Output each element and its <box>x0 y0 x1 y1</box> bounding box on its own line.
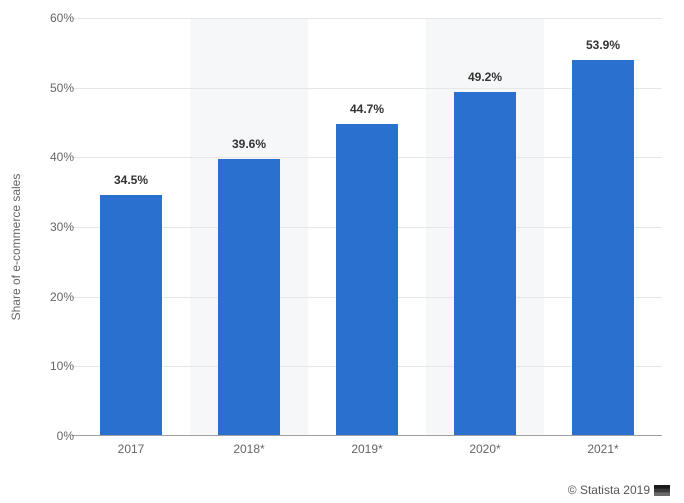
y-tick-label: 10% <box>34 359 74 373</box>
attribution: © Statista 2019 <box>568 483 670 497</box>
flag-icon <box>654 485 670 496</box>
plot-area: 34.5% 39.6% 44.7% 49.2% 53.9% <box>72 18 662 436</box>
bar-value-label: 53.9% <box>586 38 620 52</box>
y-tick-label: 50% <box>34 81 74 95</box>
y-tick-label: 20% <box>34 290 74 304</box>
x-tick-label: 2017 <box>118 442 145 456</box>
bar-value-label: 49.2% <box>468 70 502 84</box>
x-tick-label: 2020* <box>469 442 500 456</box>
x-tick-label: 2021* <box>587 442 618 456</box>
y-axis-title: Share of e-commerce sales <box>9 174 23 321</box>
attribution-text: © Statista 2019 <box>568 483 650 497</box>
bar <box>572 60 633 436</box>
bar-value-label: 34.5% <box>114 173 148 187</box>
bar <box>100 195 161 435</box>
y-tick-label: 40% <box>34 150 74 164</box>
gridline <box>72 18 662 19</box>
bar-value-label: 44.7% <box>350 102 384 116</box>
y-tick-label: 0% <box>34 429 74 443</box>
x-tick-label: 2019* <box>351 442 382 456</box>
bar <box>454 92 515 435</box>
bar <box>218 159 279 435</box>
x-tick-label: 2018* <box>233 442 264 456</box>
y-tick-label: 60% <box>34 11 74 25</box>
y-tick-label: 30% <box>34 220 74 234</box>
bar <box>336 124 397 435</box>
bar-value-label: 39.6% <box>232 137 266 151</box>
bar-chart: Share of e-commerce sales 34.5% 39.6% 44.7… <box>10 10 674 470</box>
